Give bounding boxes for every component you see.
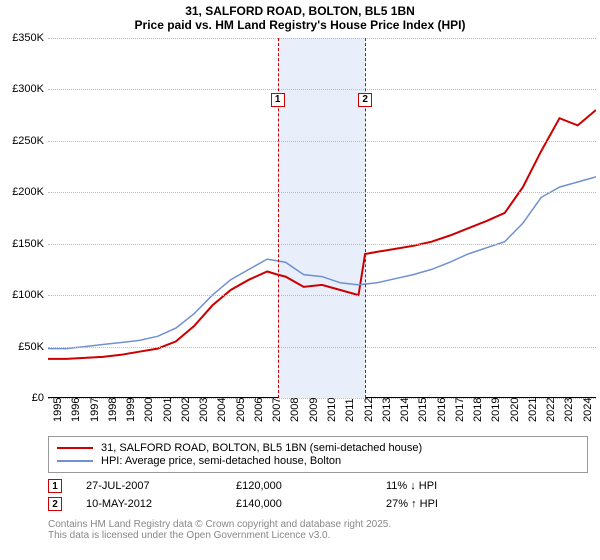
chart-lines-svg bbox=[48, 38, 596, 398]
y-tick-label: £100K bbox=[12, 289, 44, 301]
chart-title-line2: Price paid vs. HM Land Registry's House … bbox=[8, 18, 592, 32]
x-tick-label: 2001 bbox=[162, 398, 174, 422]
x-tick-label: 2020 bbox=[509, 398, 521, 422]
x-tick-label: 1997 bbox=[89, 398, 101, 422]
x-tick-label: 2010 bbox=[326, 398, 338, 422]
y-gridline bbox=[48, 38, 596, 39]
x-tick-label: 1999 bbox=[125, 398, 137, 422]
y-tick-label: £350K bbox=[12, 32, 44, 44]
x-tick-label: 2008 bbox=[289, 398, 301, 422]
x-tick-label: 2007 bbox=[271, 398, 283, 422]
legend-swatch bbox=[57, 447, 93, 449]
x-tick-label: 1998 bbox=[107, 398, 119, 422]
x-tick-label: 2017 bbox=[454, 398, 466, 422]
legend-swatch bbox=[57, 460, 93, 462]
markers-table: 1 27-JUL-2007£120,00011% ↓ HPI 2 10-MAY-201… bbox=[48, 479, 588, 511]
y-gridline bbox=[48, 244, 596, 245]
chart-container: 31, SALFORD ROAD, BOLTON, BL5 1BN Price … bbox=[0, 0, 600, 560]
x-tick-label: 2022 bbox=[545, 398, 557, 422]
footer-line2: This data is licensed under the Open Gov… bbox=[48, 530, 592, 541]
marker-chip: 1 bbox=[271, 93, 285, 107]
x-tick-label: 2012 bbox=[363, 398, 375, 422]
marker-row: 2 10-MAY-2012£140,00027% ↑ HPI bbox=[48, 497, 588, 511]
marker-row: 1 27-JUL-2007£120,00011% ↓ HPI bbox=[48, 479, 588, 493]
marker-price: £140,000 bbox=[236, 498, 386, 510]
x-tick-label: 2018 bbox=[472, 398, 484, 422]
x-tick-label: 2002 bbox=[180, 398, 192, 422]
marker-delta: 27% ↑ HPI bbox=[386, 498, 536, 510]
y-tick-label: £300K bbox=[12, 83, 44, 95]
y-tick-label: £50K bbox=[18, 341, 44, 353]
marker-date: 10-MAY-2012 bbox=[86, 498, 236, 510]
x-tick-label: 1995 bbox=[52, 398, 64, 422]
marker-id-box: 1 bbox=[48, 479, 62, 493]
x-tick-label: 2005 bbox=[235, 398, 247, 422]
y-gridline bbox=[48, 192, 596, 193]
x-tick-label: 2013 bbox=[381, 398, 393, 422]
x-tick-label: 2016 bbox=[436, 398, 448, 422]
x-tick-label: 2003 bbox=[198, 398, 210, 422]
y-gridline bbox=[48, 89, 596, 90]
footer: Contains HM Land Registry data © Crown c… bbox=[48, 519, 592, 541]
marker-delta: 11% ↓ HPI bbox=[386, 480, 536, 492]
x-tick-label: 2014 bbox=[399, 398, 411, 422]
marker-date: 27-JUL-2007 bbox=[86, 480, 236, 492]
series-line-hpi bbox=[48, 177, 596, 349]
x-axis-labels: 1995 1996 1997 1998 1999 2000 2001 2002 2003 2004… bbox=[48, 398, 592, 432]
plot-area: £0£50K£100K£150K£200K£250K£300K£350K12 bbox=[48, 38, 596, 398]
x-tick-label: 2011 bbox=[344, 398, 356, 422]
y-tick-label: £0 bbox=[32, 392, 44, 404]
marker-price: £120,000 bbox=[236, 480, 386, 492]
y-gridline bbox=[48, 347, 596, 348]
legend-label: HPI: Average price, semi-detached house,… bbox=[101, 455, 341, 467]
y-gridline bbox=[48, 141, 596, 142]
footer-line1: Contains HM Land Registry data © Crown c… bbox=[48, 519, 592, 530]
x-tick-label: 2009 bbox=[308, 398, 320, 422]
chart-title-line1: 31, SALFORD ROAD, BOLTON, BL5 1BN bbox=[8, 4, 592, 18]
legend: 31, SALFORD ROAD, BOLTON, BL5 1BN (semi-… bbox=[48, 436, 588, 473]
legend-row: HPI: Average price, semi-detached house,… bbox=[57, 455, 579, 467]
series-line-price_paid bbox=[48, 110, 596, 359]
x-tick-label: 2021 bbox=[527, 398, 539, 422]
x-tick-label: 2000 bbox=[143, 398, 155, 422]
marker-id-box: 2 bbox=[48, 497, 62, 511]
legend-label: 31, SALFORD ROAD, BOLTON, BL5 1BN (semi-… bbox=[101, 442, 422, 454]
marker-chip: 2 bbox=[358, 93, 372, 107]
y-tick-label: £200K bbox=[12, 186, 44, 198]
x-tick-label: 2006 bbox=[253, 398, 265, 422]
x-tick-label: 2019 bbox=[490, 398, 502, 422]
legend-row: 31, SALFORD ROAD, BOLTON, BL5 1BN (semi-… bbox=[57, 442, 579, 454]
x-tick-label: 2024 bbox=[582, 398, 594, 422]
x-tick-label: 2004 bbox=[216, 398, 228, 422]
x-tick-label: 2015 bbox=[417, 398, 429, 422]
y-gridline bbox=[48, 295, 596, 296]
x-tick-label: 2023 bbox=[563, 398, 575, 422]
y-tick-label: £250K bbox=[12, 135, 44, 147]
x-tick-label: 1996 bbox=[70, 398, 82, 422]
y-tick-label: £150K bbox=[12, 238, 44, 250]
